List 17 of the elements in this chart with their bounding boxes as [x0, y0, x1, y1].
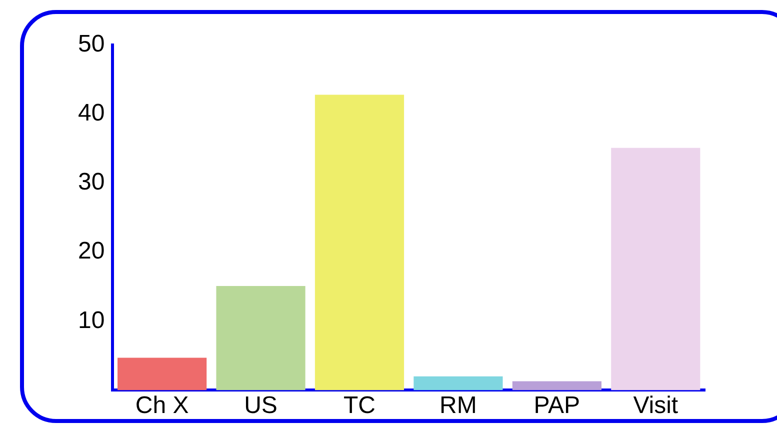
y-tick-label: 40 — [78, 100, 105, 127]
bar — [611, 148, 700, 390]
bar — [314, 94, 404, 390]
x-tick-label: TC — [343, 392, 376, 420]
y-tick-label: 50 — [78, 30, 105, 58]
y-tick-label: 30 — [78, 168, 105, 196]
bar — [118, 358, 207, 390]
bar — [414, 376, 503, 390]
x-tick-label: PAP — [534, 392, 580, 420]
bar — [512, 381, 602, 390]
x-tick-label: US — [244, 392, 278, 420]
bar — [216, 286, 306, 390]
y-tick-label: 10 — [78, 306, 105, 334]
x-tick-label: Visit — [633, 392, 678, 420]
x-tick-label: RM — [440, 392, 477, 420]
x-tick-label: Ch X — [135, 392, 189, 420]
y-tick-label: 20 — [78, 238, 105, 265]
